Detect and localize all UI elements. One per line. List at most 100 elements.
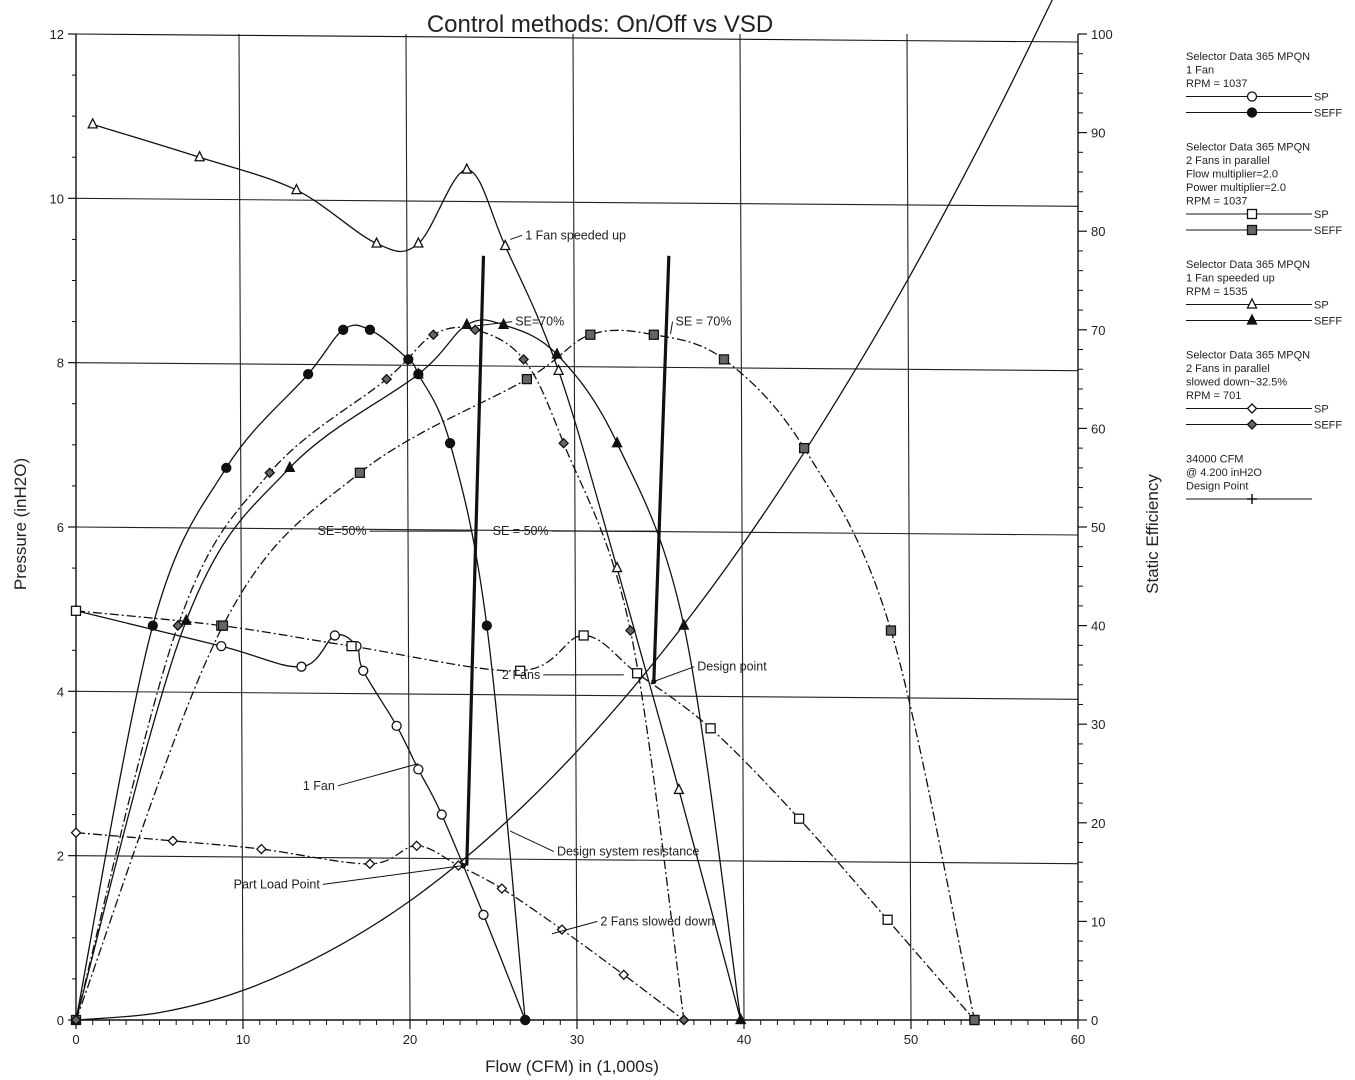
vertical-gridline: [739, 33, 745, 1021]
series-line-triangle-open: [92, 123, 742, 1021]
x-tick-label: 10: [236, 1032, 250, 1047]
legend-text: @ 4.200 inH2O: [1186, 467, 1262, 479]
data-point-diamond-open: [556, 924, 568, 936]
data-point-triangle-filled: [735, 1013, 747, 1025]
vertical-gridline: [906, 33, 912, 1021]
data-point-circle-open: [216, 640, 227, 652]
y2-tick-label: 20: [1091, 816, 1105, 831]
data-point-triangle-open: [499, 239, 511, 251]
series-lines: [75, 0, 1053, 1021]
x-tick-label: 40: [737, 1032, 751, 1047]
legend-text: Selector Data 365 MPQN: [1186, 51, 1310, 63]
y2-tick-label: 40: [1091, 619, 1105, 634]
annotation-label: 1 Fan speeded up: [525, 228, 626, 242]
data-point-triangle-filled: [611, 436, 623, 448]
data-point-circle-filled: [302, 369, 314, 380]
y2-tick-label: 0: [1091, 1013, 1098, 1028]
data-point-square-filled: [217, 620, 229, 631]
legend-text: 2 Fans in parallel: [1186, 155, 1270, 167]
vertical-gridline: [238, 33, 244, 1021]
y2-tick-label: 90: [1091, 126, 1105, 141]
annotation-leader: [476, 321, 513, 327]
legend-item-label: SP: [1314, 300, 1329, 312]
legend-text: 1 Fan speeded up: [1186, 273, 1275, 285]
data-point-triangle-open: [290, 183, 302, 195]
data-point-circle-filled: [221, 462, 232, 473]
legend-item-label: SP: [1314, 92, 1329, 104]
data-point-diamond-filled: [172, 620, 184, 632]
data-point-triangle-filled: [284, 460, 296, 472]
legend-text: 2 Fans in parallel: [1186, 363, 1270, 375]
plot-frame: [75, 33, 1079, 1021]
y2-tick-label: 10: [1091, 914, 1105, 929]
data-point-circle-open: [358, 665, 369, 676]
annotation-leader: [670, 321, 674, 334]
data-point-triangle-open: [87, 117, 99, 129]
data-point-diamond-filled: [381, 373, 393, 385]
gridlines: [75, 33, 1079, 1021]
y2-tick-label: 70: [1091, 323, 1105, 338]
legend-swatch-circle-open: [1246, 91, 1258, 102]
series-line-square-open: [75, 610, 975, 1021]
data-point-square-filled: [648, 329, 659, 340]
annotation-label: 2 Fans: [502, 668, 540, 682]
data-point-diamond-filled: [264, 467, 276, 479]
legend-item-label: SP: [1314, 209, 1329, 221]
annotation-leader: [510, 234, 523, 240]
y-tick-label: 12: [50, 27, 64, 42]
legend-text: Selector Data 365 MPQN: [1186, 259, 1310, 271]
annotation-label: SE = 70%: [676, 315, 732, 329]
horizontal-gridline: [75, 362, 1079, 372]
data-point-square-open: [578, 630, 589, 641]
y-tick-label: 2: [57, 849, 64, 864]
data-point-triangle-open: [371, 236, 383, 248]
horizontal-gridline: [75, 197, 1079, 207]
data-point-diamond-filled: [70, 1014, 82, 1026]
data-point-square-open: [793, 813, 805, 824]
data-point-triangle-filled: [180, 613, 192, 625]
y-axis-label: Pressure (inH2O): [11, 458, 30, 590]
data-point-diamond-filled: [427, 329, 439, 341]
se-bound-line: [652, 255, 671, 682]
data-point-triangle-open: [194, 150, 206, 162]
data-point-triangle-filled: [551, 347, 563, 359]
data-point-square-open: [705, 723, 716, 734]
legend-item-label: SP: [1314, 404, 1329, 416]
y2-tick-label: 30: [1091, 717, 1105, 732]
legend-text: 34000 CFM: [1186, 454, 1243, 466]
data-point-circle-filled: [403, 354, 414, 365]
data-point-diamond-open: [618, 969, 630, 981]
data-point-diamond-filled: [518, 353, 529, 365]
data-point-diamond-filled: [678, 1014, 690, 1026]
data-point-circle-filled: [338, 324, 349, 335]
data-point-triangle-open: [611, 561, 623, 573]
data-point-square-filled: [585, 329, 596, 340]
legend-item-label: SEFF: [1314, 225, 1342, 237]
data-point-diamond-open: [496, 883, 508, 894]
data-point-diamond-filled: [469, 324, 481, 336]
vertical-gridline: [572, 33, 578, 1021]
legend-text: slowed down~32.5%: [1186, 377, 1287, 389]
legend-text: Design Point: [1186, 481, 1248, 493]
annotation-label: Design system resistance: [557, 845, 699, 859]
data-point-square-open: [515, 665, 526, 676]
data-point-square-open: [882, 914, 893, 925]
data-point-circle-open: [329, 630, 341, 641]
se-bound-line: [465, 255, 486, 866]
data-point-diamond-open: [255, 843, 267, 855]
data-point-circle-filled: [481, 620, 492, 631]
x-tick-label: 30: [570, 1032, 584, 1047]
legend-swatch-triangle-open: [1246, 297, 1258, 309]
data-point-triangle-filled: [678, 618, 690, 630]
legend-text: RPM = 1037: [1186, 78, 1247, 90]
vertical-gridline: [405, 33, 411, 1021]
data-point-circle-open: [296, 661, 307, 672]
system-resistance-curve: [75, 0, 1053, 1021]
legend-swatch-square-filled: [1246, 224, 1258, 236]
data-point-circle-open: [478, 909, 489, 920]
data-point-circle-open: [413, 764, 424, 775]
legend-swatch-plus: [1247, 494, 1257, 504]
legend-item-label: SEFF: [1314, 420, 1342, 432]
legend-item-label: SEFF: [1314, 108, 1342, 120]
legend-swatch-square-open: [1246, 208, 1258, 220]
